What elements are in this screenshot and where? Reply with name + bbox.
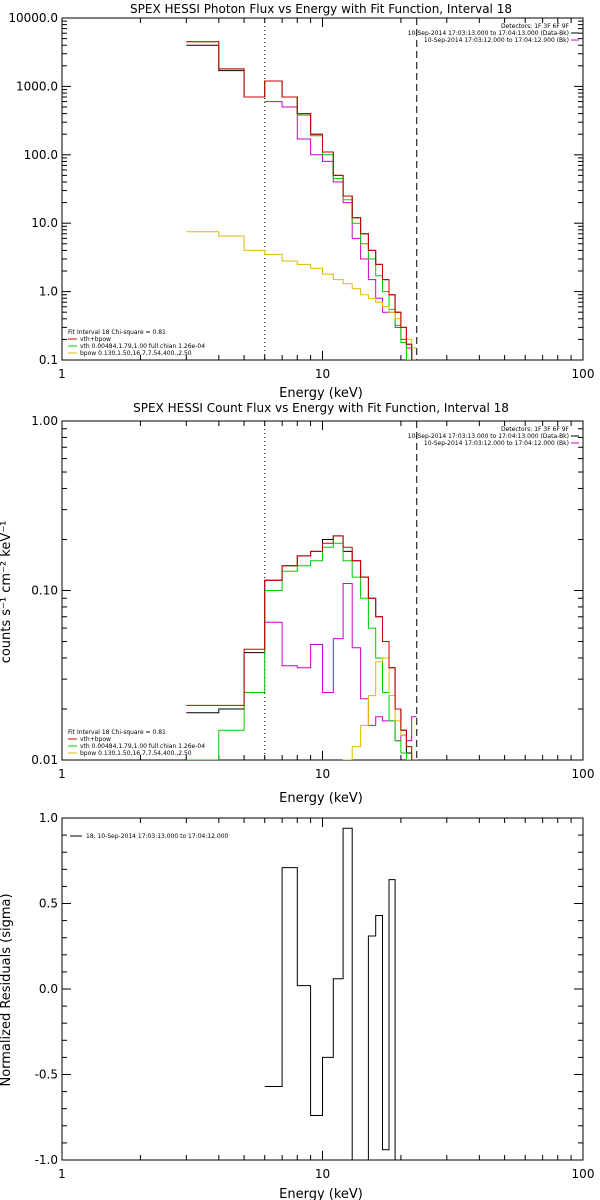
count-flux-title: SPEX HESSI Count Flux vs Energy with Fit… — [133, 401, 509, 415]
residuals-panel: Energy (keV) Normalized Residuals (sigma… — [0, 811, 594, 1200]
photon-flux-legend-bl-0: Fit Interval 18 Chi-square = 0.81 — [68, 329, 166, 336]
count-flux-xtick-label-2: 100 — [572, 767, 595, 781]
photon-flux-legend-bl-3: bpow 0.130,1.50,16.7,7.54,400.,2.50 — [80, 350, 192, 357]
residuals-xtick-label-2: 100 — [572, 1167, 595, 1181]
count-flux-legend-tr-1: 10-Sep-2014 17:03:13.000 to 17:04:13.000… — [408, 433, 569, 440]
photon-flux-xtick-label-1: 10 — [315, 367, 330, 381]
residuals-ytick-label-1: -0.5 — [35, 1068, 58, 1082]
photon-flux-legend-bl-2: vth 0.00484,1.79,1.00 full chian 1.26e-0… — [80, 343, 205, 350]
residuals-legend: 18, 10-Sep-2014 17:03:13.000 to 17:04:12… — [86, 833, 229, 840]
photon-flux-ytick-label-3: 100.0 — [24, 148, 58, 162]
residuals-xtick-label-0: 1 — [58, 1167, 66, 1181]
count-flux-legend-tr-2: 10-Sep-2014 17:03:12.000 to 17:04:12.000… — [424, 440, 569, 447]
photon-flux-legend-bl-1: vth+bpow — [80, 336, 111, 343]
residuals-ylabel: Normalized Residuals (sigma) — [0, 893, 14, 1086]
count-flux-total-line — [186, 535, 417, 760]
count-flux-ytick-label-0: 0.01 — [31, 753, 58, 767]
photon-flux-ytick-label-5: 10000.0 — [8, 11, 58, 25]
count-flux-ytick-label-2: 1.00 — [31, 414, 58, 428]
photon-flux-panel: SPEX HESSI Photon Flux vs Energy with Fi… — [8, 2, 594, 401]
photon-flux-ytick-label-4: 1000.0 — [16, 79, 58, 93]
photon-flux-ytick-label-2: 10.0 — [31, 216, 58, 230]
count-flux-legend-bl-2: vth 0.00484,1.79,1.00 full chian 1.26e-0… — [80, 743, 205, 750]
residuals-ytick-label-3: 0.5 — [39, 897, 58, 911]
photon-flux-legend-tr-1: 10-Sep-2014 17:03:13.000 to 17:04:13.000… — [408, 30, 569, 37]
residuals-ytick-label-0: -1.0 — [35, 1153, 58, 1167]
photon-flux-ytick-label-1: 1.0 — [39, 285, 58, 299]
count-flux-panel: SPEX HESSI Count Flux vs Energy with Fit… — [0, 401, 594, 806]
photon-flux-xlabel: Energy (keV) — [279, 386, 363, 401]
residuals-plot-area — [264, 827, 396, 1160]
residuals-ytick-label-4: 1.0 — [39, 811, 58, 825]
count-flux-legend-bl-0: Fit Interval 18 Chi-square = 0.81 — [68, 729, 166, 736]
count-flux-xtick-label-0: 1 — [58, 767, 66, 781]
count-flux-plot-area — [186, 535, 417, 760]
count-flux-bk-line — [264, 583, 417, 742]
count-flux-legend-tr-0: Detectors: 1F 3F 6F 9F — [501, 426, 570, 433]
photon-flux-plot-area — [186, 41, 417, 360]
photon-flux-total-line — [186, 41, 417, 360]
residuals-xtick-label-1: 10 — [315, 1167, 330, 1181]
count-flux-legend-bl-1: vth+bpow — [80, 736, 111, 743]
photon-flux-xtick-label-0: 1 — [58, 367, 66, 381]
photon-flux-legend-tr-2: 10-Sep-2014 17:03:12.000 to 17:04:12.000… — [424, 37, 569, 44]
count-flux-xlabel: Energy (keV) — [279, 791, 363, 806]
residuals-ytick-label-2: 0.0 — [39, 982, 58, 996]
photon-flux-bpow-line — [186, 231, 417, 349]
photon-flux-xtick-label-2: 100 — [572, 367, 595, 381]
photon-flux-title: SPEX HESSI Photon Flux vs Energy with Fi… — [130, 2, 512, 16]
count-flux-ylabel: counts s⁻¹ cm⁻² keV⁻¹ — [0, 521, 14, 664]
photon-flux-ytick-label-0: 0.1 — [39, 353, 58, 367]
residuals-data-line — [264, 827, 396, 1160]
count-flux-ytick-label-1: 0.10 — [31, 584, 58, 598]
count-flux-legend-bl-3: bpow 0.130,1.50,16.7,7.54,400.,2.50 — [80, 750, 192, 757]
count-flux-xtick-label-1: 10 — [315, 767, 330, 781]
residuals-xlabel: Energy (keV) — [279, 1187, 363, 1200]
photon-flux-legend-tr-0: Detectors: 1F 3F 6F 9F — [501, 23, 570, 30]
